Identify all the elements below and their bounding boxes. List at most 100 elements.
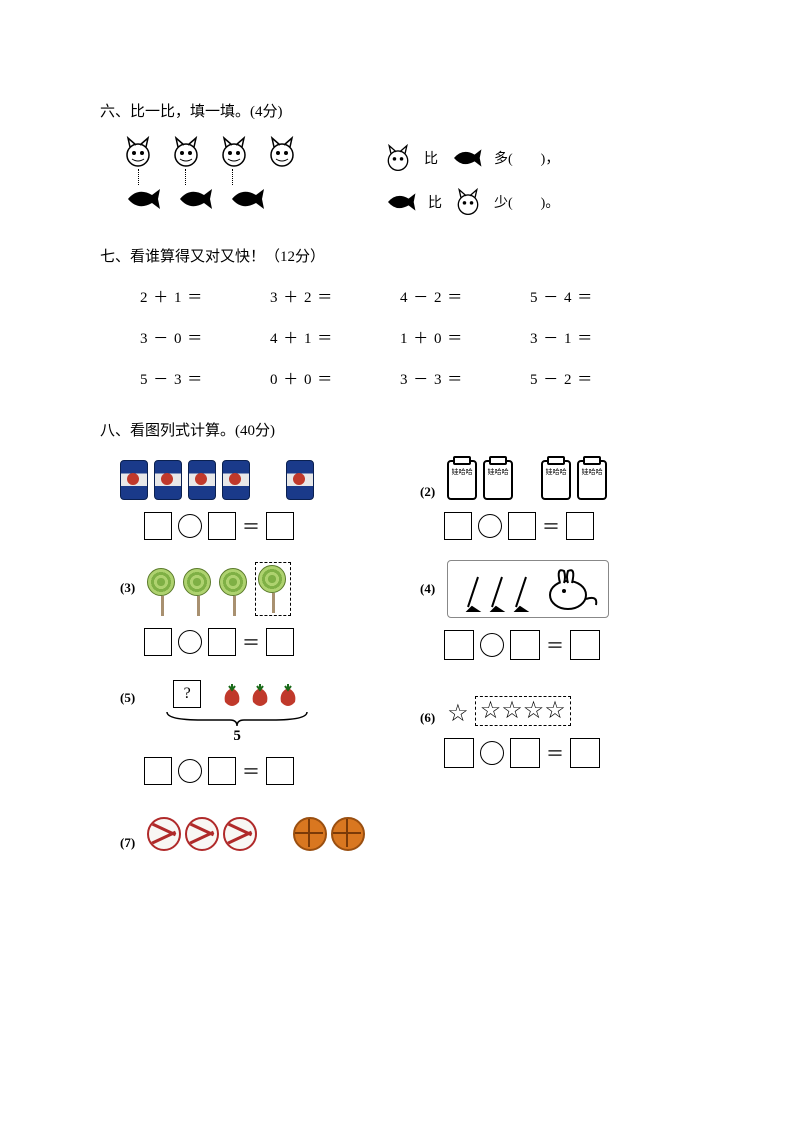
rabbit-shovel-icon: [447, 560, 609, 618]
question-4: (4): [420, 560, 680, 674]
equation-boxes: ＝: [444, 738, 680, 768]
answer-box[interactable]: [508, 512, 536, 540]
section-6-title: 六、比一比，填一填。(4分): [100, 100, 698, 121]
question-number: (5): [120, 690, 135, 706]
question-1: ＝: [120, 454, 400, 554]
cat-icon: [380, 141, 416, 175]
equation: 0 ＋ 0 ＝: [270, 368, 400, 389]
dotted-connectors: [120, 169, 360, 185]
answer-box[interactable]: [444, 512, 472, 540]
can-icon: [286, 460, 314, 500]
equals-sign: ＝: [242, 758, 260, 784]
question-5: (5) ?: [120, 680, 400, 799]
answer-box[interactable]: [208, 512, 236, 540]
equation: 1 ＋ 0 ＝: [400, 327, 530, 348]
fish-icon: [446, 144, 486, 172]
strawberry-icon: [247, 684, 273, 708]
answer-box[interactable]: [570, 630, 600, 660]
answer-box[interactable]: [144, 628, 172, 656]
fill-blank-text: 少( )。: [494, 192, 559, 212]
equation: 3 － 3 ＝: [400, 368, 530, 389]
answer-box[interactable]: [570, 738, 600, 768]
lollipop-icon: [147, 568, 177, 616]
operator-circle[interactable]: [480, 633, 504, 657]
star-icon: ☆: [480, 699, 502, 723]
unknown-box: ?: [173, 680, 201, 708]
cat-icon: [120, 135, 156, 169]
answer-box[interactable]: [208, 757, 236, 785]
equation-boxes: ＝: [144, 757, 400, 785]
cat-icon: [450, 185, 486, 219]
operator-circle[interactable]: [178, 514, 202, 538]
total-label: 5: [233, 728, 241, 745]
question-number: (7): [120, 835, 135, 851]
basketball-icon: [331, 817, 365, 851]
equation: 2 ＋ 1 ＝: [140, 286, 270, 307]
question-3: (3) ＝: [120, 560, 400, 674]
answer-box[interactable]: [266, 628, 294, 656]
can-icon: [154, 460, 182, 500]
equation-boxes: ＝: [144, 512, 400, 540]
compare-word: 比: [428, 192, 442, 212]
answer-box[interactable]: [208, 628, 236, 656]
equation: 3 － 0 ＝: [140, 327, 270, 348]
answer-box[interactable]: [266, 757, 294, 785]
operator-circle[interactable]: [478, 514, 502, 538]
equation-boxes: ＝: [444, 512, 680, 540]
star-icon: ☆: [501, 699, 523, 723]
answer-box[interactable]: [444, 738, 474, 768]
brace-icon: [162, 710, 312, 728]
jar-icon: [541, 460, 571, 500]
equation: 3 ＋ 2 ＝: [270, 286, 400, 307]
fish-icon: [226, 185, 266, 213]
equals-sign: ＝: [546, 740, 564, 766]
question-number: (3): [120, 580, 135, 596]
section-7: 七、看谁算得又对又快！（12分） 2 ＋ 1 ＝ 3 ＋ 2 ＝ 4 － 2 ＝…: [100, 245, 698, 389]
answer-box[interactable]: [144, 512, 172, 540]
fish-icon: [380, 188, 420, 216]
volleyball-icon: [147, 817, 181, 851]
answer-box[interactable]: [510, 630, 540, 660]
dashed-group: [255, 562, 291, 616]
star-icon: ☆: [523, 699, 545, 723]
compare-word: 比: [424, 148, 438, 168]
equals-sign: ＝: [542, 513, 560, 539]
answer-box[interactable]: [566, 512, 594, 540]
cat-icon: [168, 135, 204, 169]
equation: 3 － 1 ＝: [530, 327, 660, 348]
equation: 5 － 3 ＝: [140, 368, 270, 389]
fish-icon: [122, 185, 162, 213]
section-6-comparison-left: [120, 135, 360, 213]
question-number: (4): [420, 581, 435, 597]
equals-sign: ＝: [546, 632, 564, 658]
answer-box[interactable]: [510, 738, 540, 768]
question-6: (6) ☆ ☆ ☆ ☆ ☆ ＝: [420, 680, 680, 799]
operator-circle[interactable]: [178, 759, 202, 783]
section-8-title: 八、看图列式计算。(40分): [100, 419, 698, 440]
jar-icon: [483, 460, 513, 500]
operator-circle[interactable]: [178, 630, 202, 654]
operator-circle[interactable]: [480, 741, 504, 765]
equation: 5 － 4 ＝: [530, 286, 660, 307]
volleyball-icon: [223, 817, 257, 851]
dashed-group: ☆ ☆ ☆ ☆: [475, 696, 571, 726]
answer-box[interactable]: [266, 512, 294, 540]
jar-icon: [447, 460, 477, 500]
equation-boxes: ＝: [444, 630, 680, 660]
equation: 4 － 2 ＝: [400, 286, 530, 307]
question-7: (7): [120, 805, 400, 863]
lollipop-icon: [219, 568, 249, 616]
basketball-icon: [293, 817, 327, 851]
question-2: (2) ＝: [420, 454, 680, 554]
can-icon: [120, 460, 148, 500]
jar-icon: [577, 460, 607, 500]
star-icon: ☆: [447, 702, 469, 726]
equation: 4 ＋ 1 ＝: [270, 327, 400, 348]
answer-box[interactable]: [444, 630, 474, 660]
equation-boxes: ＝: [144, 628, 400, 656]
question-number: (6): [420, 710, 435, 726]
answer-box[interactable]: [144, 757, 172, 785]
lollipop-icon: [258, 565, 288, 613]
section-6: 六、比一比，填一填。(4分): [100, 100, 698, 225]
arithmetic-grid: 2 ＋ 1 ＝ 3 ＋ 2 ＝ 4 － 2 ＝ 5 － 4 ＝ 3 － 0 ＝ …: [140, 286, 698, 389]
